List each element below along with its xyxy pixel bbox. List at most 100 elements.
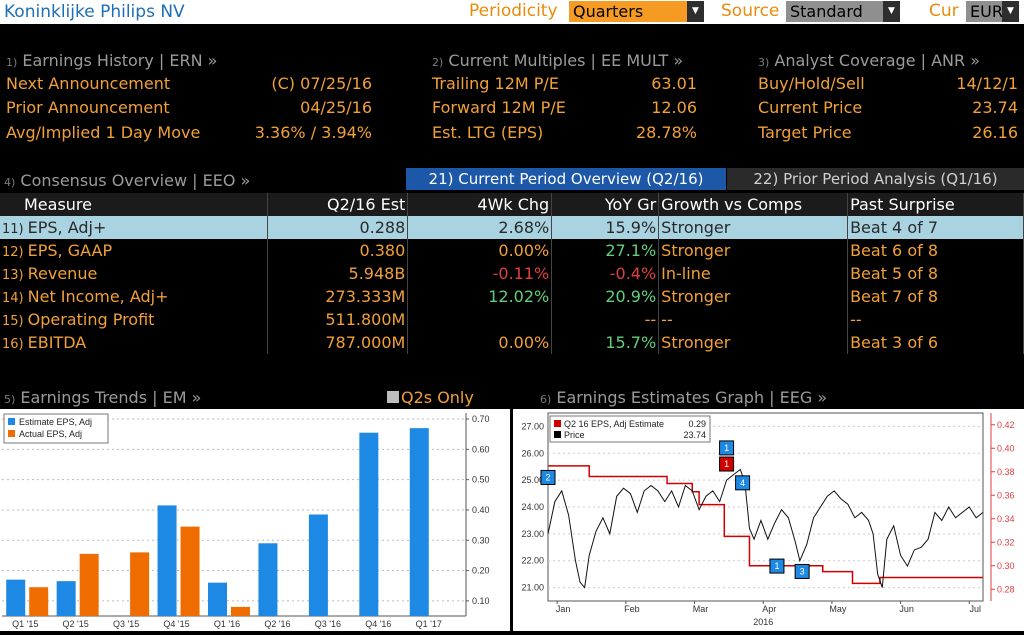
- chg-cell: 12.02%: [407, 285, 553, 308]
- estimate-bar: [258, 543, 278, 616]
- consensus-overview-link[interactable]: 4) Consensus Overview | EEO »: [4, 171, 250, 190]
- y-left-tick-label: 22.00: [521, 556, 544, 566]
- legend-swatch: [8, 418, 15, 425]
- event-marker: [540, 469, 556, 485]
- column-header-yoy-gr: YoY Gr: [551, 193, 660, 216]
- measure-cell: 16) EBITDA: [0, 331, 269, 354]
- yoy-cell: -0.4%: [551, 262, 660, 285]
- panel-title: Analyst Coverage | ANR »: [774, 51, 981, 70]
- chevron-down-icon: ▼: [883, 1, 900, 22]
- estimate-bar: [409, 428, 429, 616]
- x-tick-label: Jul: [970, 604, 982, 614]
- legend-value: 23.74: [683, 430, 706, 440]
- x-tick-label: Jan: [556, 604, 571, 614]
- surprise-cell: Beat 3 of 6: [847, 331, 1024, 354]
- estimate-series-line: [548, 465, 983, 585]
- tab-prior-period[interactable]: 22) Prior Period Analysis (Q1/16): [727, 168, 1024, 190]
- company-name: Koninklijke Philips NV: [4, 2, 185, 22]
- event-marker: [735, 475, 751, 491]
- current-price-value: 23.74: [972, 98, 1018, 117]
- currency-dropdown[interactable]: EUR ▼: [966, 1, 1019, 22]
- x-tick-label: Q3 '15: [113, 619, 139, 629]
- table-row[interactable]: 15) Operating Profit 511.800M -- -- --: [0, 308, 1024, 331]
- current-multiples-link[interactable]: 2) Current Multiples | EE MULT »: [432, 51, 683, 70]
- y-tick-label: 0.30: [472, 535, 490, 545]
- chg-cell: 0.00%: [407, 239, 553, 262]
- panel-number: 2): [432, 56, 444, 69]
- yoy-cell: 15.7%: [551, 331, 660, 354]
- measure-cell: 15) Operating Profit: [0, 308, 269, 331]
- panel-number: 1): [6, 56, 18, 69]
- legend-value: 0.29: [688, 419, 706, 429]
- panel-number: 6): [540, 393, 552, 406]
- y-right-tick-label: 0.42: [997, 420, 1015, 430]
- x-tick-label: Mar: [693, 604, 709, 614]
- earnings-estimates-svg: 21.00 22.00 23.00 24.00 25.00 26.00 27.00 0.28 0…: [521, 412, 1015, 627]
- est-cell: 511.800M: [267, 308, 409, 331]
- event-marker-label: 3: [800, 566, 805, 576]
- analyst-coverage-link[interactable]: 3) Analyst Coverage | ANR »: [758, 51, 980, 70]
- y-tick-label: 0.60: [472, 444, 490, 454]
- target-price-label: Target Price: [758, 123, 852, 142]
- trailing-pe-value: 63.01: [651, 74, 697, 93]
- price-series-line: [547, 468, 984, 589]
- trailing-pe-label: Trailing 12M P/E: [432, 74, 559, 93]
- source-value: Standard: [790, 2, 863, 21]
- row-number: 13): [2, 268, 24, 283]
- measure-label: Net Income, Adj+: [27, 287, 169, 306]
- column-header-surprise: Past Surprise: [847, 193, 1024, 216]
- measure-cell: 13) Revenue: [0, 262, 269, 285]
- table-row[interactable]: 12) EPS, GAAP 0.380 0.00% 27.1% Stronger Beat …: [0, 239, 1024, 262]
- y-left-tick-label: 23.00: [521, 529, 544, 539]
- legend-label: Q2 16 EPS, Adj Estimate: [564, 419, 664, 429]
- measure-label: EBITDA: [27, 333, 87, 352]
- panel-title: Earnings Trends | EM »: [20, 388, 202, 407]
- est-cell: 787.000M: [267, 331, 409, 354]
- estimate-bar: [359, 432, 379, 616]
- x-tick-label: May: [829, 604, 847, 614]
- header-bar: Koninklijke Philips NV Periodicity Quart…: [0, 0, 1024, 24]
- chevron-down-icon: ▼: [1002, 1, 1019, 22]
- forward-pe-value: 12.06: [651, 98, 697, 117]
- surprise-cell: Beat 4 of 7: [847, 216, 1024, 239]
- growth-cell: In-line: [658, 262, 849, 285]
- table-row[interactable]: 14) Net Income, Adj+ 273.333M 12.02% 20.9% St…: [0, 285, 1024, 308]
- measure-label: Operating Profit: [27, 310, 155, 329]
- earnings-history-link[interactable]: 1) Earnings History | ERN »: [6, 51, 217, 70]
- y-tick-label: 0.20: [472, 566, 490, 576]
- q2s-only-label: Q2s Only: [401, 388, 474, 407]
- event-marker-label: 1: [774, 561, 779, 571]
- y-left-tick-label: 26.00: [521, 448, 544, 458]
- chevron-down-icon: ▼: [687, 1, 704, 22]
- legend-label: Actual EPS, Adj: [19, 429, 82, 439]
- row-number: 14): [2, 291, 24, 306]
- x-tick-label: Q3 '16: [315, 619, 341, 629]
- ltg-label: Est. LTG (EPS): [432, 123, 544, 142]
- column-header-measure: Measure: [0, 193, 269, 216]
- yoy-cell: --: [551, 308, 660, 331]
- y-right-tick-label: 0.32: [997, 537, 1015, 547]
- table-row[interactable]: 11) EPS, Adj+ 0.288 2.68% 15.9% Stronger Beat …: [0, 216, 1024, 239]
- x-tick-label: Q4 '16: [365, 619, 391, 629]
- event-marker: [769, 558, 785, 574]
- tab-current-period[interactable]: 21) Current Period Overview (Q2/16): [406, 168, 726, 190]
- earnings-trends-link[interactable]: 5) Earnings Trends | EM »: [4, 388, 201, 407]
- y-tick-label: 0.50: [472, 475, 490, 485]
- ltg-value: 28.78%: [635, 123, 697, 142]
- y-left-tick-label: 24.00: [521, 502, 544, 512]
- table-row[interactable]: 16) EBITDA 787.000M 0.00% 15.7% Stronger Beat …: [0, 331, 1024, 354]
- buy-hold-sell-value: 14/12/1: [956, 74, 1018, 93]
- x-tick-label: Q2 '16: [264, 619, 290, 629]
- q2s-only-toggle[interactable]: Q2s Only: [387, 388, 474, 407]
- actual-bar: [130, 552, 150, 616]
- surprise-cell: Beat 7 of 8: [847, 285, 1024, 308]
- source-dropdown[interactable]: Standard ▼: [786, 1, 900, 22]
- row-number: 15): [2, 314, 24, 329]
- table-row[interactable]: 13) Revenue 5.948B -0.11% -0.4% In-line Beat 5…: [0, 262, 1024, 285]
- legend-swatch: [554, 431, 561, 438]
- periodicity-dropdown[interactable]: Quarters ▼: [569, 1, 704, 22]
- measure-label: Revenue: [27, 264, 98, 283]
- earnings-estimates-graph-link[interactable]: 6) Earnings Estimates Graph | EEG »: [540, 388, 827, 407]
- event-marker-label: 1: [724, 459, 729, 469]
- earnings-trends-svg: 0.10 0.20 0.30 0.40 0.50 0.60 0.70 Q1 '15 Q2 '15…: [2, 413, 490, 629]
